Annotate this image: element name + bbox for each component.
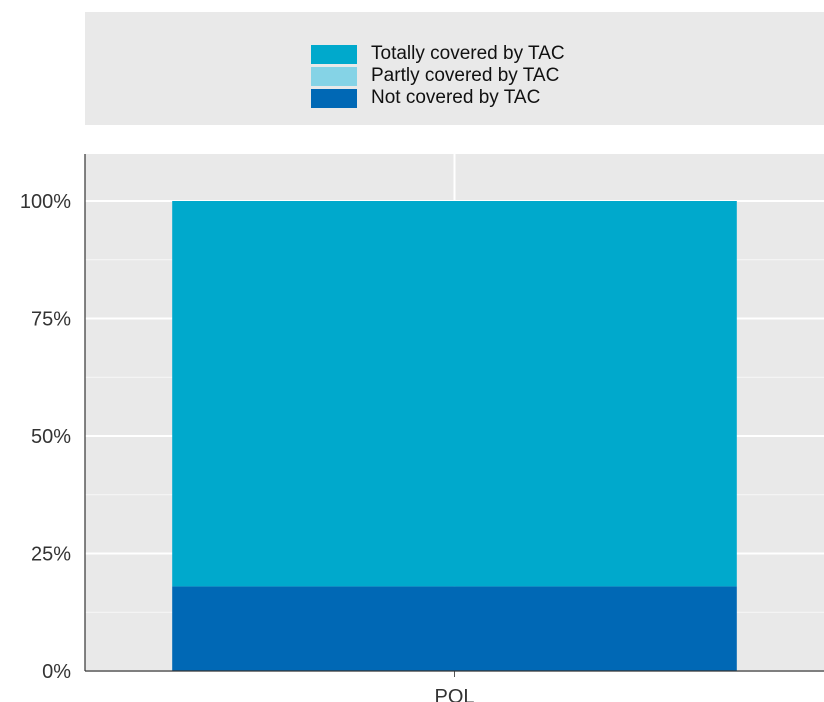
x-tick-label: POL xyxy=(434,686,474,702)
legend-label-partly-covered: Partly covered by TAC xyxy=(371,65,560,86)
legend-swatch-not-covered xyxy=(311,89,357,108)
bar-segment-not-covered-by-tac xyxy=(172,586,737,671)
y-tick-label: 0% xyxy=(42,661,71,683)
legend: Totally covered by TAC Partly covered by… xyxy=(85,12,824,125)
legend-swatch-partly-covered xyxy=(311,67,357,86)
stacked-bar-chart: POL 0% 25% 50% 75% 100% xyxy=(20,154,824,702)
y-tick-label: 100% xyxy=(20,191,71,213)
legend-label-totally-covered: Totally covered by TAC xyxy=(371,43,565,64)
legend-swatch-totally-covered xyxy=(311,45,357,64)
y-tick-label: 75% xyxy=(31,309,71,331)
y-tick-label: 50% xyxy=(31,426,71,448)
bar-segment-totally-covered-by-tac xyxy=(172,201,737,587)
legend-label-not-covered: Not covered by TAC xyxy=(371,87,541,108)
y-tick-label: 25% xyxy=(31,544,71,566)
